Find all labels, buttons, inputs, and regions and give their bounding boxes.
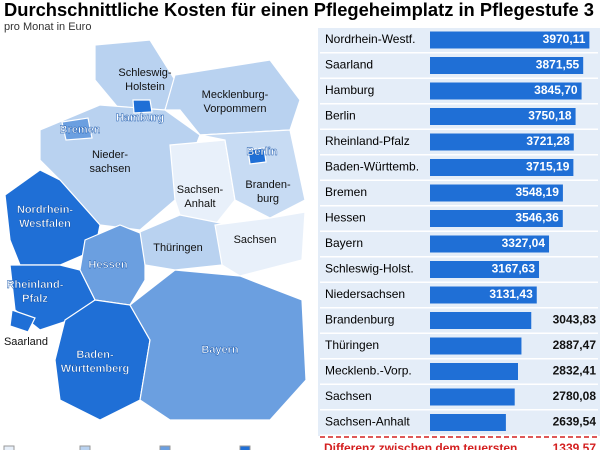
map-label: Hamburg (116, 112, 164, 124)
map (4, 39, 307, 421)
category-label: Schleswig-Holst. (325, 262, 414, 276)
category-label: Sachsen-Anhalt (325, 415, 410, 429)
bar (430, 414, 506, 431)
value-label: 3546,36 (515, 211, 559, 225)
map-label: Pfalz (22, 293, 48, 305)
region (247, 147, 267, 165)
category-label: Thüringen (325, 338, 379, 352)
region (61, 117, 93, 141)
category-label: Rheinland-Pfalz (325, 134, 410, 148)
bar (430, 286, 537, 304)
category-label: Bayern (325, 236, 363, 250)
bar (430, 210, 563, 227)
map-label: burg (257, 193, 279, 205)
value-label: 2639,54 (553, 415, 597, 429)
value-label: 3871,55 (536, 58, 580, 72)
category-label: Hessen (325, 211, 366, 225)
value-label: 3327,04 (502, 236, 546, 250)
category-label: Berlin (325, 109, 356, 123)
value-label: 3721,28 (526, 134, 570, 148)
bar (430, 82, 582, 100)
map-label: Hessen (88, 259, 127, 271)
legend-swatch (239, 445, 251, 450)
subtitle: pro Monat in Euro (4, 21, 91, 33)
value-label: 2832,41 (553, 364, 597, 378)
map-label: Mecklenburg- (202, 89, 269, 101)
map-label: Bayern (201, 344, 239, 356)
map-label: Nieder- (92, 149, 128, 161)
bar (430, 261, 540, 278)
map-label: Holstein (125, 81, 165, 93)
bar (430, 159, 574, 176)
map-label: Berlin (246, 146, 277, 158)
legend-swatch (159, 445, 171, 450)
bar (430, 31, 590, 49)
category-label: Brandenburg (325, 313, 394, 327)
map-label: Vorpommern (204, 103, 267, 115)
bar (430, 108, 576, 125)
bar (430, 337, 522, 355)
value-label: 3970,11 (543, 32, 586, 46)
map-label: Württemberg (61, 363, 129, 375)
map-label: Anhalt (184, 198, 215, 210)
legend-swatch (79, 445, 91, 450)
value-label: 3750,18 (528, 109, 572, 123)
map-label: Rheinland- (7, 279, 64, 291)
value-label: 2887,47 (553, 338, 597, 352)
category-label: Mecklenb.-Vorp. (325, 364, 412, 378)
value-label: 3715,19 (526, 160, 570, 174)
value-label: 3167,63 (492, 262, 536, 276)
category-label: Baden-Württemb. (325, 160, 419, 174)
legend-swatch (3, 445, 15, 450)
legend-swatches (3, 445, 251, 450)
bar (430, 312, 532, 329)
value-label: 3548,19 (516, 185, 560, 199)
chart-title: Durchschnittliche Kosten für einen Pfleg… (4, 0, 594, 20)
category-label: Bremen (325, 185, 367, 199)
category-label: Niedersachsen (325, 287, 405, 301)
category-label: Hamburg (325, 83, 374, 97)
category-label: Sachsen (325, 389, 372, 403)
map-label: sachsen (90, 163, 131, 175)
map-label: Sachsen- (177, 184, 224, 196)
map-label: Thüringen (153, 242, 203, 254)
region (132, 99, 153, 114)
category-label: Nordrhein-Westf. (325, 32, 415, 46)
map-label: Baden- (76, 349, 114, 361)
footnote-value: 1339,57 (553, 441, 597, 450)
bar (430, 184, 563, 202)
map-label: Saarland (4, 336, 48, 348)
bar (430, 388, 515, 406)
region (169, 139, 236, 226)
map-label: Branden- (245, 179, 291, 191)
region (9, 309, 36, 333)
bar (430, 57, 584, 74)
footnote: Differenz zwischen dem teuersten (324, 441, 517, 450)
map-label: Schleswig- (118, 67, 172, 79)
bar (430, 133, 574, 151)
map-label: Nordrhein- (17, 204, 74, 216)
map-label: Westfalen (19, 218, 71, 230)
map-label: Sachsen (234, 234, 277, 246)
bar (430, 235, 550, 253)
value-label: 3131,43 (489, 287, 533, 301)
value-label: 3845,70 (534, 83, 578, 97)
region (214, 211, 306, 277)
value-label: 2780,08 (553, 389, 597, 403)
value-label: 3043,83 (553, 313, 597, 327)
bar (430, 363, 518, 380)
category-label: Saarland (325, 58, 373, 72)
region (129, 269, 307, 421)
map-label: Bremen (60, 124, 101, 136)
